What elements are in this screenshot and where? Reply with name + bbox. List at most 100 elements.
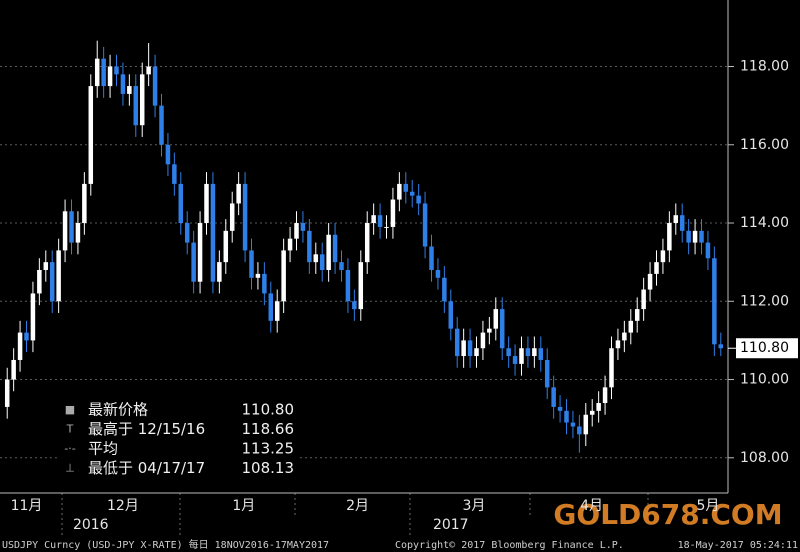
- candle-body: [686, 230, 691, 243]
- candle-body: [165, 144, 171, 165]
- footer-mid: Copyright© 2017 Bloomberg Finance L.P.: [395, 540, 624, 551]
- candle-body: [615, 340, 621, 349]
- candle-body: [454, 328, 460, 357]
- candle-body: [371, 215, 376, 224]
- candle-body: [467, 340, 473, 357]
- candle-body: [422, 203, 428, 247]
- candle-body: [647, 273, 653, 290]
- candle-body: [493, 309, 499, 329]
- candle-body: [577, 426, 582, 435]
- candle-body: [364, 223, 370, 263]
- legend-label: 最新价格: [88, 401, 148, 419]
- candle-body: [30, 293, 36, 341]
- candle-body: [448, 301, 454, 329]
- x-tick-label: 2月: [346, 498, 369, 514]
- legend-box: [58, 398, 300, 482]
- candle-body: [538, 348, 544, 360]
- candle-body: [262, 273, 267, 294]
- candle-body: [24, 332, 29, 341]
- legend-icon: ■: [65, 403, 75, 416]
- candle-body: [11, 359, 16, 380]
- candle-body: [352, 301, 357, 310]
- x-tick-label: 12月: [107, 498, 139, 514]
- candle-body: [358, 262, 364, 310]
- candle-body: [525, 348, 531, 357]
- candle-body: [557, 406, 563, 411]
- watermark: GOLD678.COM: [553, 498, 782, 531]
- candle-body: [229, 203, 235, 231]
- x-tick-label: 4月: [580, 498, 603, 514]
- candle-body: [268, 293, 274, 321]
- candle-body: [120, 74, 126, 94]
- legend-label: 最高于 12/15/16: [88, 420, 205, 438]
- candle-body: [152, 66, 158, 106]
- legend-value: 113.25: [242, 440, 295, 458]
- candle-body: [390, 199, 396, 227]
- candle-body: [679, 215, 685, 231]
- legend-icon: T: [66, 423, 74, 436]
- candle-body: [242, 183, 248, 251]
- candle-body: [718, 344, 724, 349]
- legend: ■ 最新价格 110.80 T 最高于 12/15/16 118.66 -·- 平均 113.2…: [58, 398, 300, 482]
- legend-value: 108.13: [242, 459, 295, 477]
- candle-body: [75, 223, 81, 243]
- candles: [4, 40, 724, 453]
- candle-body: [487, 328, 492, 333]
- candle-body: [223, 230, 229, 263]
- year-label: 2017: [433, 517, 469, 533]
- candle-body: [197, 223, 203, 282]
- candle-body: [667, 223, 672, 251]
- x-tick-label: 1月: [232, 498, 255, 514]
- month-separators: [61, 493, 649, 535]
- candle-body: [397, 183, 402, 200]
- candle-body: [461, 340, 466, 357]
- candle-body: [409, 191, 415, 196]
- candle-body: [300, 223, 306, 231]
- candle-body: [416, 195, 421, 204]
- candle-body: [660, 250, 666, 263]
- candle-body: [56, 250, 61, 302]
- x-tick-label: 5月: [696, 498, 719, 514]
- candle-body: [384, 226, 389, 228]
- legend-value: 110.80: [242, 401, 295, 419]
- candle-body: [287, 238, 293, 251]
- candle-body: [178, 183, 184, 224]
- candle-body: [596, 403, 601, 411]
- y-tick-label: 108.00: [740, 450, 789, 466]
- candle-body: [705, 242, 711, 259]
- candle-body: [159, 105, 164, 145]
- candle-body: [249, 250, 254, 278]
- candle-body: [17, 332, 23, 360]
- x-tick-label: 11月: [11, 498, 43, 514]
- legend-icon: -·-: [64, 442, 75, 455]
- candle-body: [589, 410, 595, 415]
- year-label: 2016: [73, 517, 109, 533]
- candle-body: [210, 183, 216, 282]
- legend-label: 最低于 04/17/17: [88, 459, 205, 477]
- candle-body: [622, 332, 627, 341]
- candle-body: [551, 387, 556, 407]
- candle-body: [628, 320, 634, 333]
- last-price-box: [736, 338, 798, 359]
- candle-body: [326, 234, 331, 270]
- candle-body: [480, 332, 486, 349]
- candle-body: [435, 269, 441, 278]
- candle-body: [101, 58, 106, 87]
- candle-body: [43, 262, 49, 270]
- y-tick-label: 118.00: [740, 59, 789, 75]
- candle-body: [339, 262, 344, 270]
- candle-body: [217, 262, 222, 282]
- candle-body: [114, 66, 119, 75]
- candle-body: [37, 269, 42, 294]
- candle-body: [281, 250, 286, 302]
- legend-value: 118.66: [242, 420, 295, 438]
- candle-body: [172, 164, 177, 184]
- candle-body: [94, 58, 100, 87]
- legend-icon: ⊥: [65, 462, 75, 475]
- y-tick-label: 114.00: [740, 215, 789, 231]
- candle-body: [692, 230, 698, 243]
- candle-body: [634, 309, 640, 321]
- candle-body: [641, 289, 646, 310]
- candle-body: [307, 230, 312, 263]
- candle-body: [319, 254, 325, 270]
